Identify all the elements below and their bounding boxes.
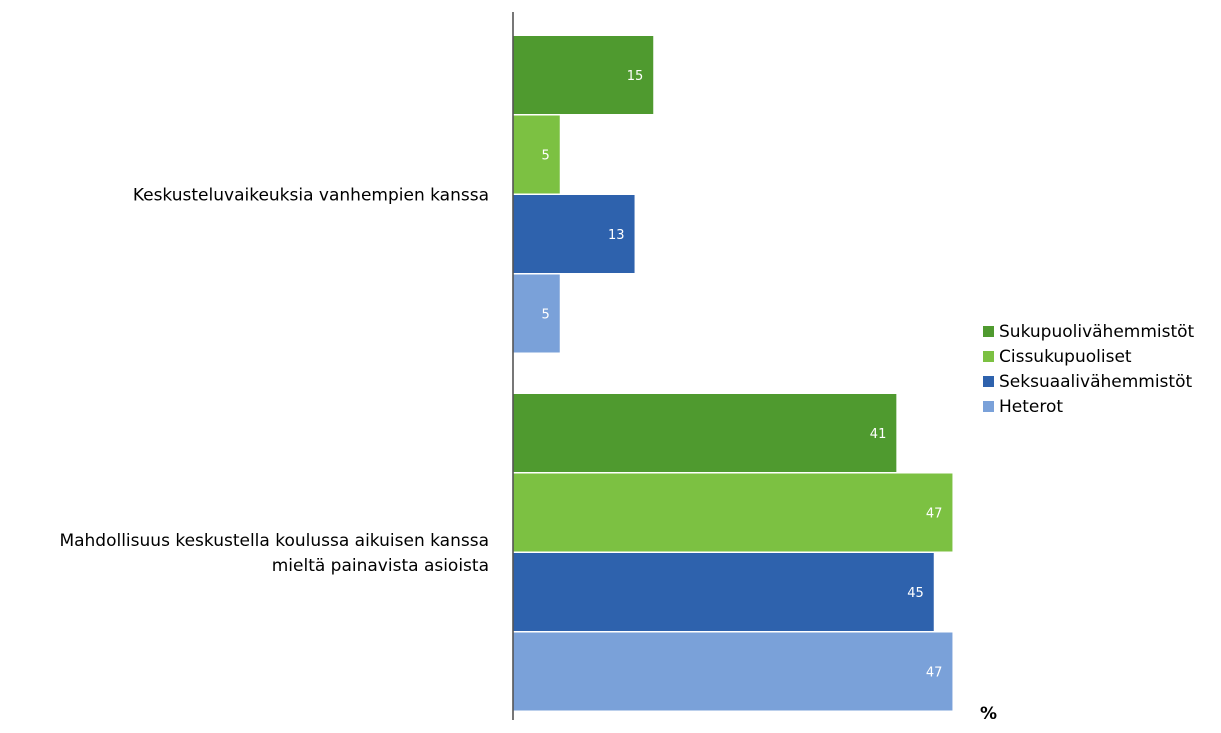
legend-label: Cissukupuoliset	[999, 347, 1132, 367]
legend-label: Heterot	[999, 397, 1063, 417]
bar-1-1	[513, 36, 654, 114]
legend-item: Heterot	[983, 397, 1063, 417]
bar-value-label: 5	[541, 149, 549, 164]
bar-1-2	[513, 115, 560, 194]
bar-value-label: 45	[907, 586, 924, 601]
legend-label: Seksuaalivähemmistöt	[999, 372, 1192, 392]
bar-value-label: 41	[870, 427, 887, 442]
legend-swatch	[983, 326, 994, 337]
legend-swatch	[983, 401, 994, 412]
bar-2-3	[513, 553, 934, 631]
legend-item: Cissukupuoliset	[983, 347, 1132, 367]
legend-label: Sukupuolivähemmistöt	[999, 322, 1195, 342]
bar-2-4	[513, 632, 953, 711]
bars-layer	[513, 36, 953, 711]
legend-swatch	[983, 376, 994, 387]
legend-item: Seksuaalivähemmistöt	[983, 372, 1192, 392]
legend-item: Sukupuolivähemmistöt	[983, 322, 1195, 342]
bar-1-3	[513, 195, 635, 273]
category-labels-layer: Keskusteluvaikeuksia vanhempien kanssa Ma…	[59, 185, 489, 576]
legend-swatch	[983, 351, 994, 362]
bar-value-label: 5	[541, 308, 549, 323]
category-label: Mahdollisuus keskustella koulussa aikuis…	[59, 531, 489, 576]
bar-2-2	[513, 473, 953, 552]
bar-value-label: 47	[926, 666, 943, 681]
bar-1-4	[513, 274, 560, 353]
category-label: Keskusteluvaikeuksia vanhempien kanssa	[133, 185, 489, 205]
legend: Sukupuolivähemmistöt Cissukupuoliset Seksu…	[983, 322, 1195, 417]
bar-2-1	[513, 394, 897, 472]
value-labels-layer: 15 5 13 5 41 47 45 47	[541, 69, 942, 681]
bar-value-label: 47	[926, 507, 943, 522]
bar-value-label: 13	[608, 228, 625, 243]
x-axis-unit-label: %	[980, 704, 997, 724]
bar-value-label: 15	[627, 69, 644, 84]
